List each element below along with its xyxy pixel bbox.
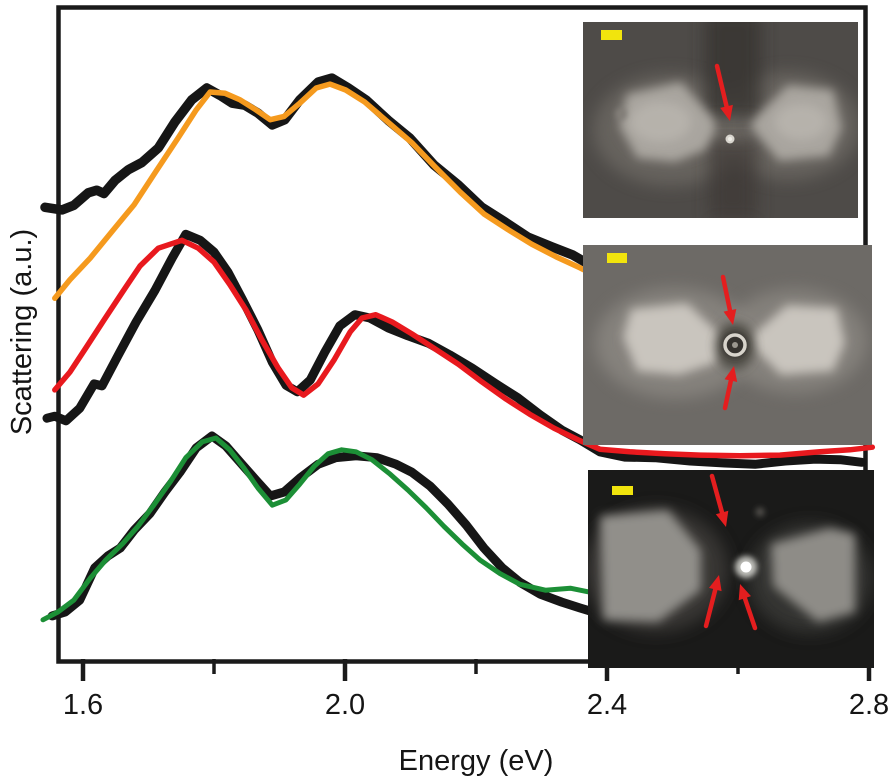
sem-top-gap-shadow-lower (709, 140, 757, 218)
annotation-arrow-head (738, 584, 751, 601)
annotation-arrow-head (724, 366, 738, 382)
annotation-arrow-shaft (714, 63, 729, 109)
sem-bottom-annotations (612, 473, 758, 631)
sem-top-annotations (601, 30, 733, 121)
sem-inset-top (583, 22, 858, 218)
x-tick-label-4: 2.8 (849, 689, 889, 721)
bowtie-right-lobe (771, 528, 855, 622)
ring-particle-core (732, 342, 738, 348)
sem-middle-annotations (607, 253, 738, 411)
annotation-arrow-head (720, 104, 733, 121)
bowtie-left-lobe (623, 303, 726, 375)
bowtie-left-lobe (600, 510, 701, 622)
sem-top-gap-shadow-upper (705, 22, 761, 117)
annotation-arrow-shaft (722, 378, 734, 411)
annotation-arrow-head (723, 309, 737, 325)
bowtie-right-lobe (748, 305, 845, 375)
annotation-arrow-shaft (742, 595, 758, 631)
annotation-arrow-head (709, 575, 722, 592)
annotation-arrow-head (715, 510, 729, 527)
debris-dot (615, 108, 627, 120)
annotation-arrow-shaft (709, 473, 725, 515)
ring-particle (723, 333, 747, 357)
debris-dot (755, 507, 765, 517)
y-axis-title: Scattering (a.u.) (6, 229, 38, 435)
x-tick-label-3: 2.4 (587, 689, 627, 721)
x-axis-title: Energy (eV) (399, 745, 554, 777)
plot-axes: 1.6 2.0 2.4 2.8 Energy (eV) Scattering (… (6, 5, 889, 777)
x-tick-label-2: 2.0 (325, 689, 365, 721)
x-tick-label-1: 1.6 (63, 689, 103, 721)
curve-spectrum-C-measured (47, 431, 605, 621)
lobe-highlight (775, 104, 827, 140)
bright-particle (740, 561, 752, 573)
scale-bar (601, 30, 622, 40)
annotation-arrow-shaft (720, 274, 733, 313)
spectra-curves-layer (40, 73, 876, 623)
sem-insets (583, 22, 874, 668)
curve-spectrum-C-fit (40, 435, 593, 623)
annotation-arrow-shaft (703, 587, 718, 629)
lobe-highlight (631, 102, 691, 142)
curve-spectrum-A-fit (52, 81, 603, 302)
curve-spectrum-B-fit (52, 237, 876, 459)
curve-spectrum-B-measured (42, 229, 867, 469)
nanoparticle-dot-core (728, 137, 732, 141)
sem-inset-middle (583, 245, 872, 445)
scale-bar (607, 253, 627, 263)
curve-spectrum-A-measured (40, 73, 597, 271)
scale-bar (612, 486, 633, 495)
sem-inset-bottom (588, 470, 874, 668)
